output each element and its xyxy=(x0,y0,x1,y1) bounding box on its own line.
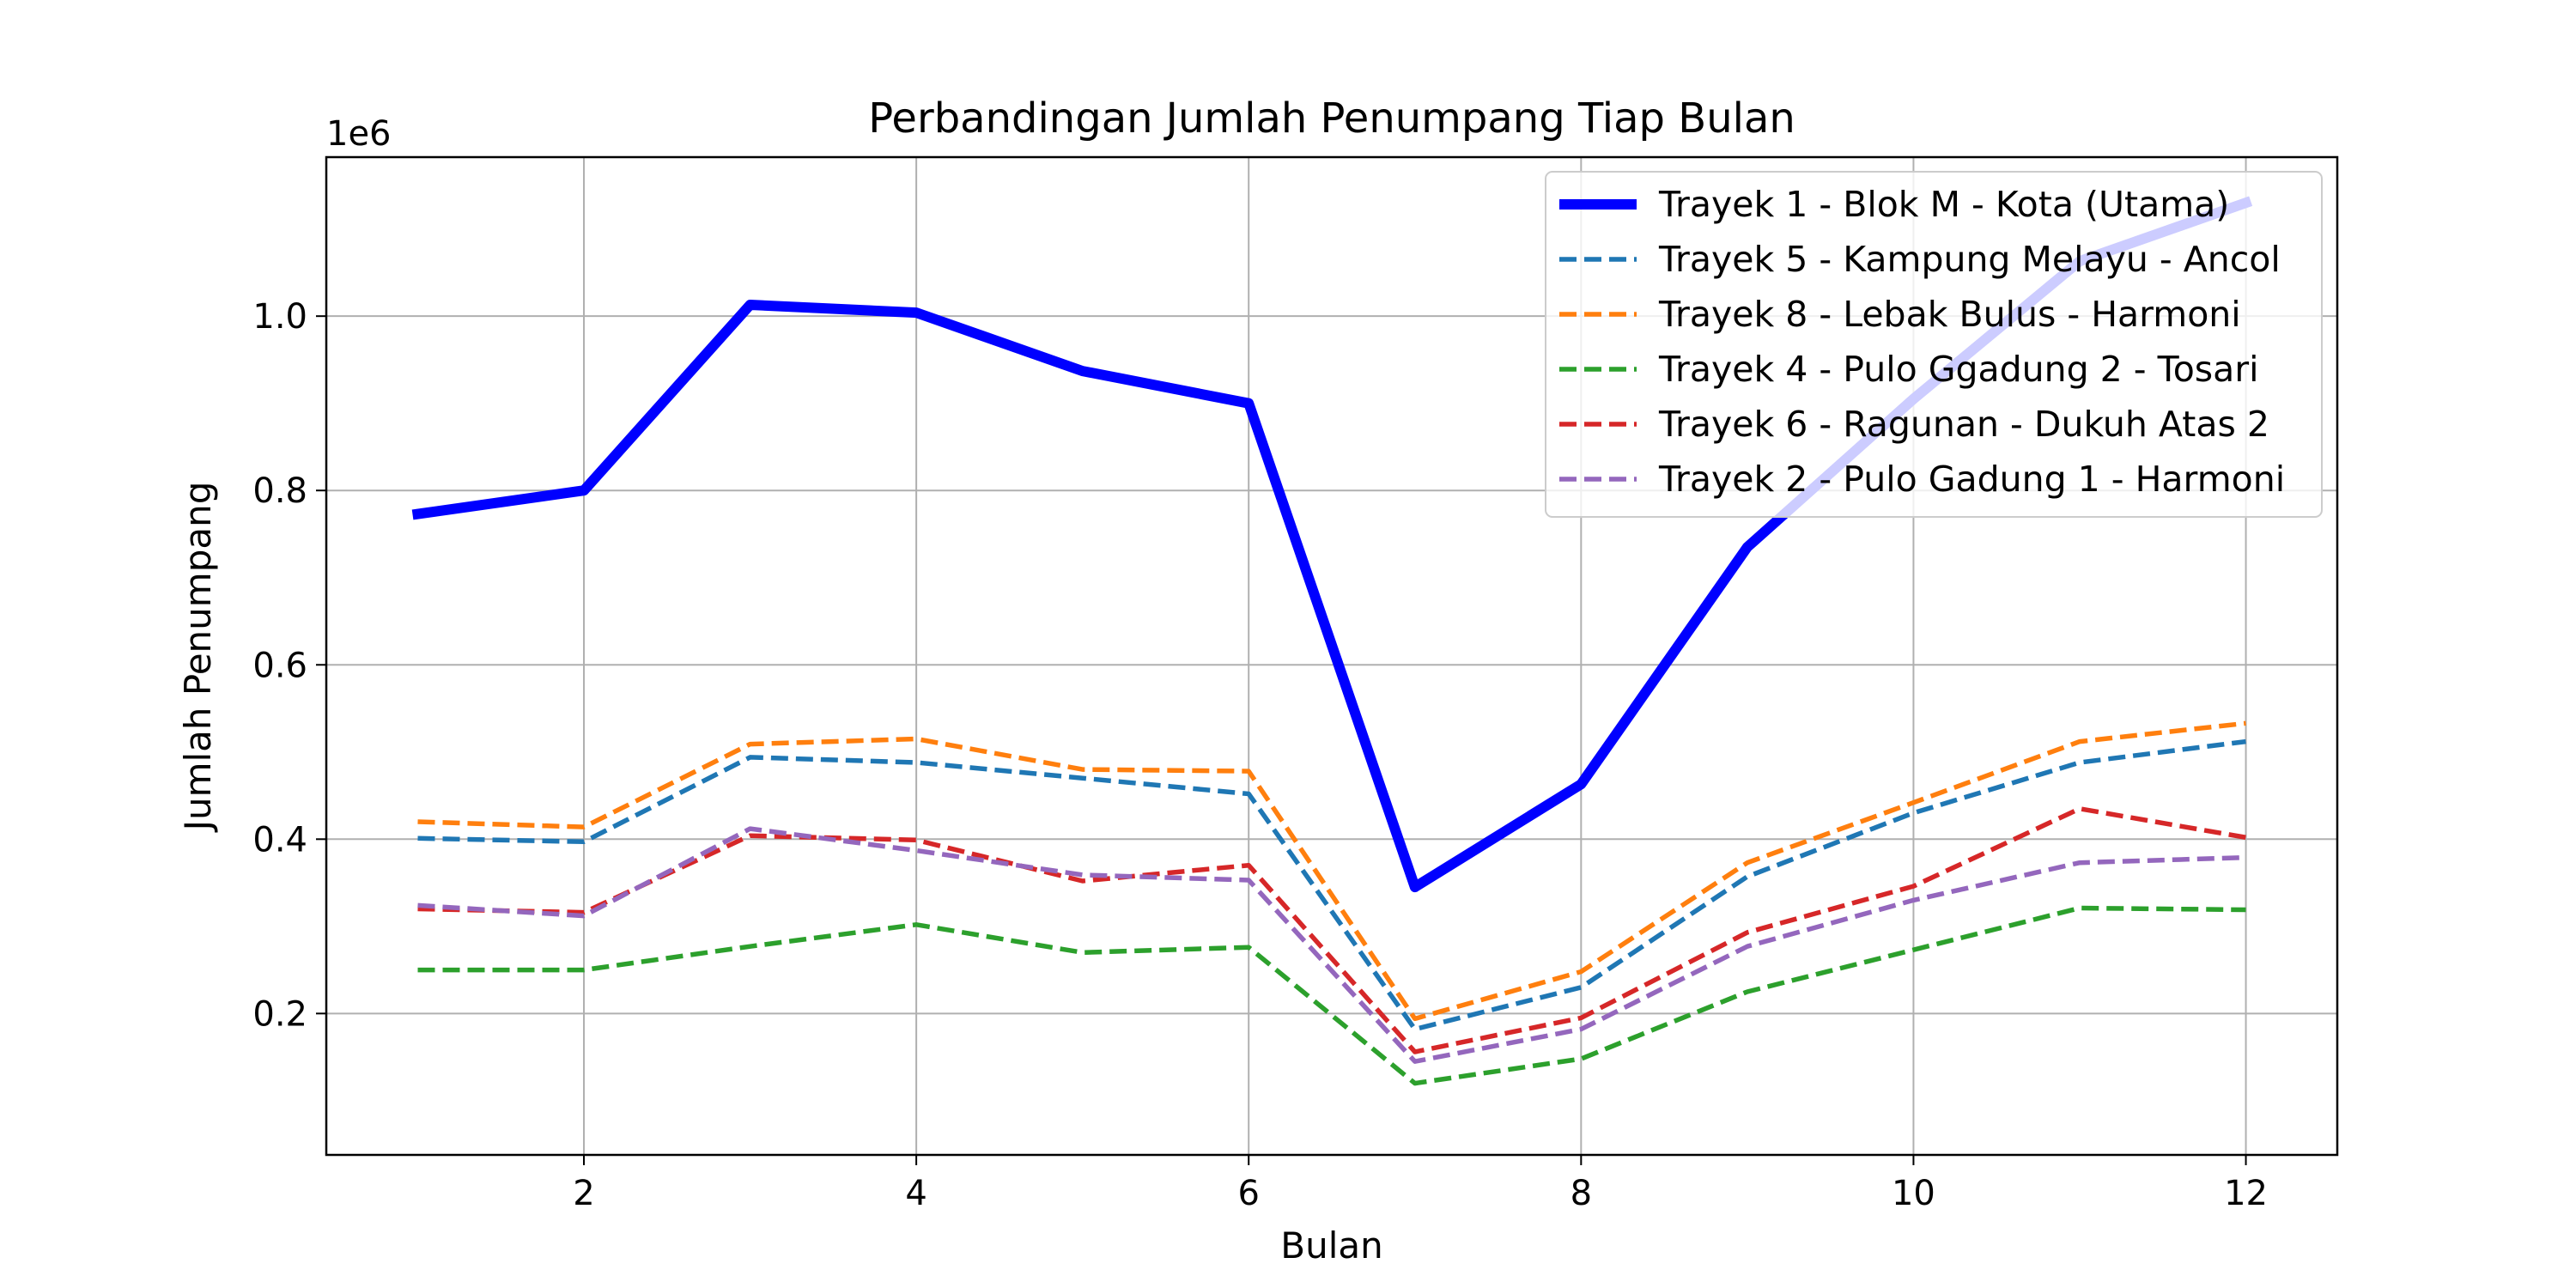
x-tick-label: 6 xyxy=(1237,1174,1259,1213)
legend: Trayek 1 - Blok M - Kota (Utama) Trayek 5… xyxy=(1545,171,2323,518)
legend-label: Trayek 6 - Ragunan - Dukuh Atas 2 xyxy=(1658,404,2269,445)
y-tick-label: 0.2 xyxy=(252,994,307,1034)
y-tick-label: 0.6 xyxy=(252,646,307,685)
legend-label: Trayek 5 - Kampung Melayu - Ancol xyxy=(1658,239,2281,280)
legend-label: Trayek 1 - Blok M - Kota (Utama) xyxy=(1658,184,2229,225)
y-axis-offset-label: 1e6 xyxy=(326,114,392,154)
x-tick-label: 12 xyxy=(2224,1174,2268,1213)
series-line xyxy=(417,826,2246,1064)
y-tick-label: 1.0 xyxy=(252,297,307,337)
series-line xyxy=(417,720,2246,1022)
x-tick-label: 2 xyxy=(573,1174,594,1213)
series-line xyxy=(417,905,2246,1086)
y-axis-label: Jumlah Penumpang xyxy=(177,482,219,834)
x-tick-label: 8 xyxy=(1571,1174,1592,1213)
y-tick-label: 0.8 xyxy=(252,471,307,511)
chart-title: Perbandingan Jumlah Penumpang Tiap Bulan xyxy=(868,94,1795,143)
plot-frame xyxy=(325,155,2339,1157)
axis-ticks: 2 4 6 8 10 12 0.2 0.4 0.6 0.8 1.0 xyxy=(252,297,2268,1213)
legend-box xyxy=(1545,171,2323,518)
x-tick-label: 4 xyxy=(905,1174,927,1213)
series-line xyxy=(417,738,2246,1032)
series-line xyxy=(417,806,2246,1054)
legend-label: Trayek 2 - Pulo Gadung 1 - Harmoni xyxy=(1658,459,2285,500)
legend-label: Trayek 8 - Lebak Bulus - Harmoni xyxy=(1658,294,2241,335)
x-axis-label: Bulan xyxy=(1280,1224,1382,1267)
x-tick-label: 10 xyxy=(1892,1174,1935,1213)
legend-label: Trayek 4 - Pulo Ggadung 2 - Tosari xyxy=(1658,349,2259,390)
y-tick-label: 0.4 xyxy=(252,820,307,860)
